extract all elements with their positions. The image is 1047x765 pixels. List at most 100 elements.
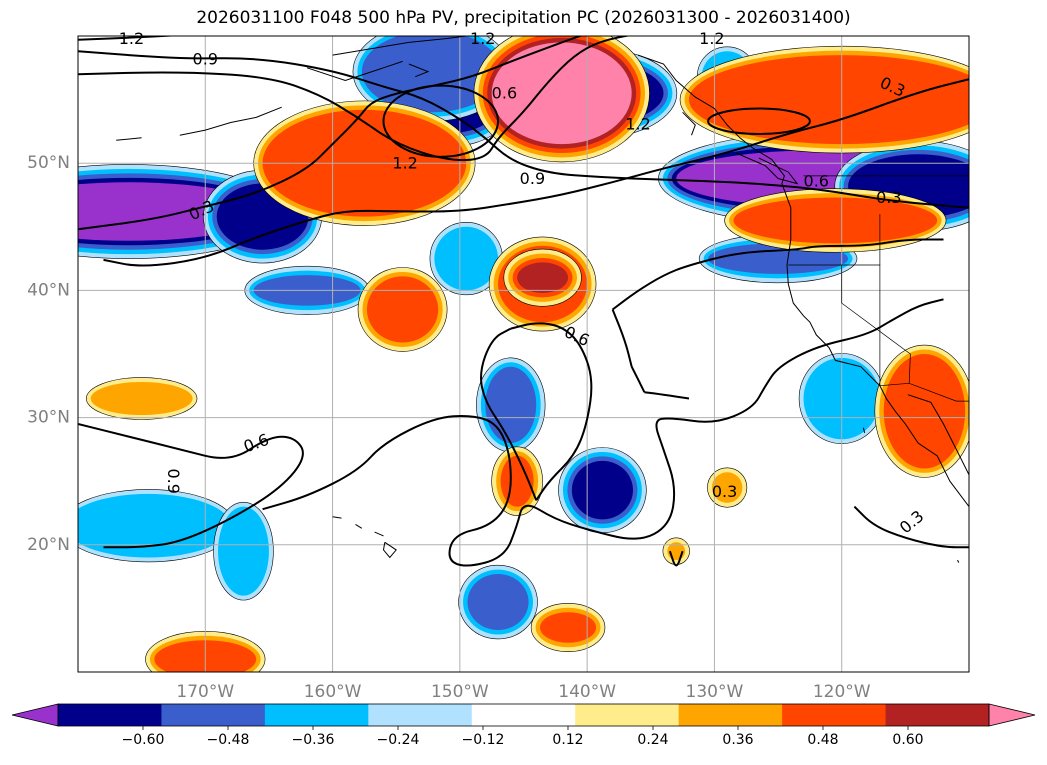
map-axis-labels: 50°N 40°N 30°N 20°N 170°W 160°W 150°W 140°W 130°… <box>27 153 871 702</box>
pv-contour-lines <box>78 36 969 567</box>
precip-band <box>467 574 529 631</box>
precip-band <box>571 460 633 520</box>
pv-contour-loop-0 <box>382 84 500 158</box>
pv-contour-4 <box>103 78 969 267</box>
coastlines <box>116 36 969 563</box>
colorbar-band-6 <box>678 704 783 726</box>
pv-contour-9 <box>611 238 944 311</box>
pv-contour-12 <box>644 391 690 400</box>
precip-band <box>733 197 938 244</box>
lat-label: 40°N <box>27 280 70 300</box>
colorbar-label-7: 0.36 <box>722 732 753 748</box>
pv-contour-8 <box>480 327 538 501</box>
colorbar-band-3 <box>368 704 473 726</box>
precip-band <box>540 612 597 643</box>
coastline-12 <box>116 137 142 141</box>
pv-contour-13 <box>853 505 969 549</box>
coastline-6 <box>735 152 799 185</box>
coastline-14 <box>957 559 960 563</box>
pv-contour-11 <box>630 366 646 393</box>
coastline-9 <box>374 531 384 537</box>
precip-band <box>78 493 231 558</box>
contour-label-4: 1.2 <box>392 154 417 173</box>
map-frame <box>77 35 970 673</box>
contour-label-3: 1.2 <box>470 29 495 48</box>
pv-contour-14 <box>668 550 684 567</box>
colorbar-extend-low <box>11 703 59 727</box>
border-2 <box>878 382 969 402</box>
colorbar-label-6: 0.24 <box>637 732 668 748</box>
colorbar-band-0 <box>58 704 162 726</box>
coastline-3 <box>306 60 403 82</box>
contour-label-0: 1.2 <box>119 29 144 48</box>
colorbar-extend-high <box>988 703 1036 727</box>
precip-blob-3 <box>352 36 512 122</box>
precip-blob-31 <box>662 537 690 565</box>
pv-contour-3 <box>78 36 583 231</box>
precip-blob-27 <box>530 603 606 652</box>
lon-label: 160°W <box>304 682 362 702</box>
precip-band <box>366 276 439 343</box>
coastline-1 <box>907 394 969 476</box>
precip-band <box>491 42 632 145</box>
precip-band <box>689 55 969 145</box>
precip-blob-14 <box>429 222 503 296</box>
contour-label-15: 0.3 <box>712 482 737 501</box>
coastline-13 <box>862 427 866 434</box>
coastline-8 <box>355 523 363 529</box>
contour-label-10: 0.3 <box>876 188 901 207</box>
colorbar-band-8 <box>885 704 990 726</box>
precip-blob-12 <box>458 564 538 640</box>
precip-blob-8 <box>558 447 647 534</box>
precip-band <box>517 262 569 293</box>
precip-blob-23 <box>503 248 582 307</box>
coastline-5 <box>682 111 696 136</box>
colorbar-label-0: −0.60 <box>122 732 165 748</box>
pv-contour-10 <box>611 309 633 367</box>
precip-band <box>711 472 743 503</box>
colorbar-label-1: −0.48 <box>207 732 250 748</box>
lon-label: 130°W <box>686 682 744 702</box>
pv-contour-6 <box>262 298 944 567</box>
colorbar-band-2 <box>264 704 369 726</box>
contour-label-14: 0.9 <box>164 468 183 493</box>
precip-blob-9 <box>476 357 546 453</box>
pv-contour-loop-1 <box>707 107 811 135</box>
lon-label: 170°W <box>176 682 234 702</box>
colorbar-label-3: −0.24 <box>377 732 420 748</box>
lon-label: 120°W <box>813 682 871 702</box>
precip-band <box>485 366 537 444</box>
precip-blob-25 <box>874 344 969 478</box>
precip-band <box>883 354 966 469</box>
precip-band <box>218 506 269 596</box>
coastline-2 <box>332 36 471 56</box>
precip-blob-21 <box>724 188 947 253</box>
colorbar-frame <box>57 703 990 727</box>
contour-label-9: 0.6 <box>804 172 829 191</box>
pv-contour-7 <box>510 322 593 501</box>
contour-label-7: 1.2 <box>699 29 724 48</box>
precip-blob-17 <box>473 36 650 163</box>
precip-band <box>434 226 499 291</box>
colorbar-label-9: 0.60 <box>892 732 923 748</box>
coastline-10 <box>382 541 397 559</box>
plot-title: 2026031100 F048 500 hPa PV, precipitatio… <box>196 8 851 28</box>
graticule <box>78 36 969 672</box>
colorbar-label-8: 0.48 <box>807 732 838 748</box>
contour-label-5: 0.9 <box>520 169 545 188</box>
precip-blob-10 <box>78 489 236 563</box>
colorbar-band-4 <box>471 704 576 726</box>
pv-contour-5 <box>78 423 304 549</box>
contour-label-1: 0.9 <box>193 49 218 68</box>
colorbar-band-5 <box>575 704 680 726</box>
precip-blob-20 <box>679 45 969 154</box>
colorbar-label-5: 0.12 <box>552 732 583 748</box>
coastline-4 <box>408 63 430 78</box>
lat-label: 50°N <box>27 153 70 173</box>
coastline-11 <box>179 106 282 136</box>
contour-label-2: 0.6 <box>492 84 517 103</box>
colorbar-label-4: −0.12 <box>462 732 505 748</box>
precip-blob-30 <box>707 467 748 508</box>
colorbar: −0.60 −0.48 −0.36 −0.24 −0.12 0.12 0.24 0.36 0.4… <box>11 703 1036 748</box>
